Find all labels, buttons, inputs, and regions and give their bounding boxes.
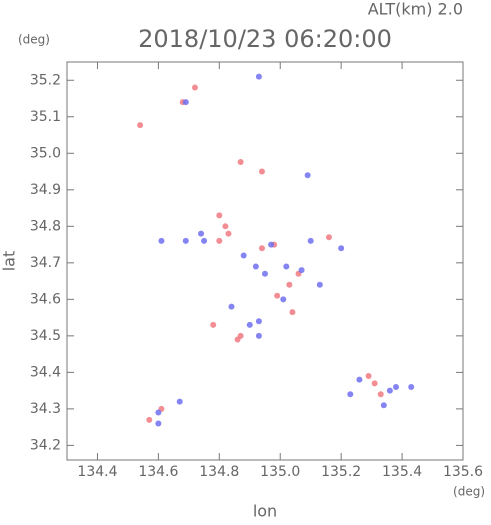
echo-point [262, 270, 268, 277]
y-tick-label: 34.6 [30, 291, 61, 307]
y-tick-label: 35.0 [30, 145, 61, 161]
y-tick-label: 34.7 [30, 255, 61, 271]
y-axis-label: lat [0, 251, 19, 272]
echo-point [280, 296, 287, 303]
echo-point [268, 241, 275, 248]
echo-point [234, 336, 241, 343]
echo-point [252, 263, 259, 270]
x-unit: (deg) [453, 485, 485, 499]
x-tick-label: 135.4 [382, 464, 422, 480]
echo-point [255, 73, 262, 80]
x-tick-label: 135.2 [321, 464, 361, 480]
echo-point [325, 234, 332, 241]
echo-point [191, 84, 198, 91]
echo-point [155, 420, 162, 427]
echo-point [258, 168, 265, 175]
echo-point [240, 252, 247, 259]
x-tick-label: 134.6 [138, 464, 178, 480]
x-axis-label: lon [253, 502, 277, 521]
echo-point [347, 391, 354, 398]
echo-point [210, 321, 217, 328]
echo-point [216, 212, 223, 219]
echo-point [228, 303, 235, 310]
echo-point [274, 292, 281, 299]
echo-point [386, 387, 393, 394]
echo-point [155, 409, 162, 416]
echo-point [216, 237, 223, 244]
echo-point [380, 402, 387, 409]
y-tick-label: 34.5 [30, 328, 61, 344]
y-tick-label: 35.2 [30, 72, 61, 88]
x-tick-label: 135.0 [260, 464, 300, 480]
echo-point [146, 416, 153, 423]
echo-point [283, 263, 290, 270]
y-tick-label: 34.8 [30, 218, 61, 234]
echo-point [307, 237, 314, 244]
echo-point [176, 398, 183, 405]
echo-point [237, 159, 244, 166]
echo-point [392, 383, 399, 390]
echo-point [289, 309, 296, 316]
echo-point [258, 245, 265, 252]
x-tick-label: 134.8 [199, 464, 239, 480]
echo-point [377, 391, 384, 398]
y-tick-label: 34.3 [30, 401, 61, 417]
y-tick-label: 35.1 [30, 109, 61, 125]
echo-point [298, 267, 305, 274]
y-unit: (deg) [18, 33, 50, 47]
echo-point [286, 281, 293, 288]
x-tick-label: 134.4 [77, 464, 117, 480]
altitude-label: ALT(km) 2.0 [368, 0, 463, 19]
echo-point [255, 318, 262, 325]
y-tick-label: 34.4 [30, 364, 61, 380]
echo-point [365, 373, 372, 380]
chart-title: 2018/10/23 06:20:00 [138, 25, 392, 53]
echo-point [408, 383, 415, 390]
echo-point [201, 237, 208, 244]
echo-point [338, 245, 345, 252]
echo-point [182, 237, 189, 244]
echo-point [356, 376, 363, 383]
echo-point [246, 321, 253, 328]
y-tick-label: 34.9 [30, 182, 61, 198]
echo-point [371, 380, 378, 387]
echo-point [222, 223, 229, 230]
echo-point [137, 122, 144, 129]
echo-point [198, 230, 205, 237]
echo-point [158, 237, 165, 244]
echo-point [225, 230, 232, 237]
echo-point [304, 172, 311, 179]
y-tick-label: 34.2 [30, 437, 61, 453]
echo-point [255, 332, 262, 339]
plot-frame [66, 61, 464, 461]
x-tick-label: 135.6 [443, 464, 483, 480]
echo-point [182, 99, 189, 106]
echo-point [316, 281, 323, 288]
